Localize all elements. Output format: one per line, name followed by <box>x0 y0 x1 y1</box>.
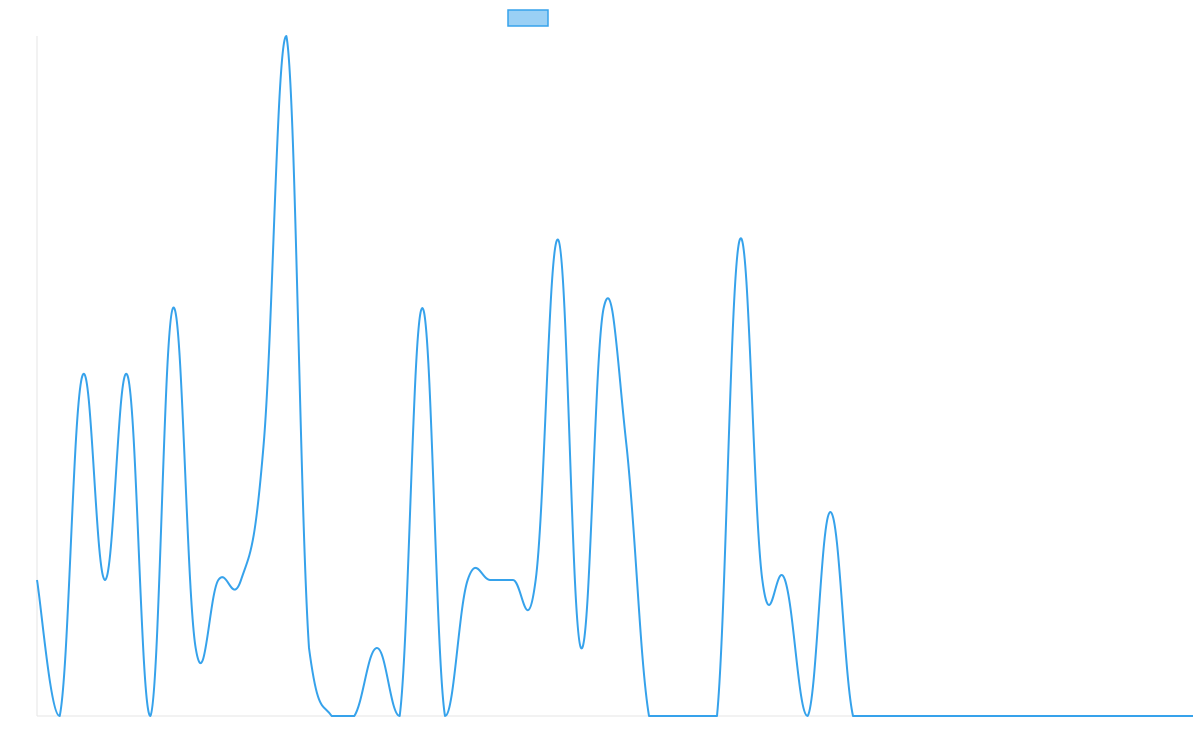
legend[interactable] <box>507 9 549 27</box>
series-line <box>36 35 1193 717</box>
series-group <box>36 35 1193 717</box>
legend-swatch[interactable] <box>507 9 549 27</box>
